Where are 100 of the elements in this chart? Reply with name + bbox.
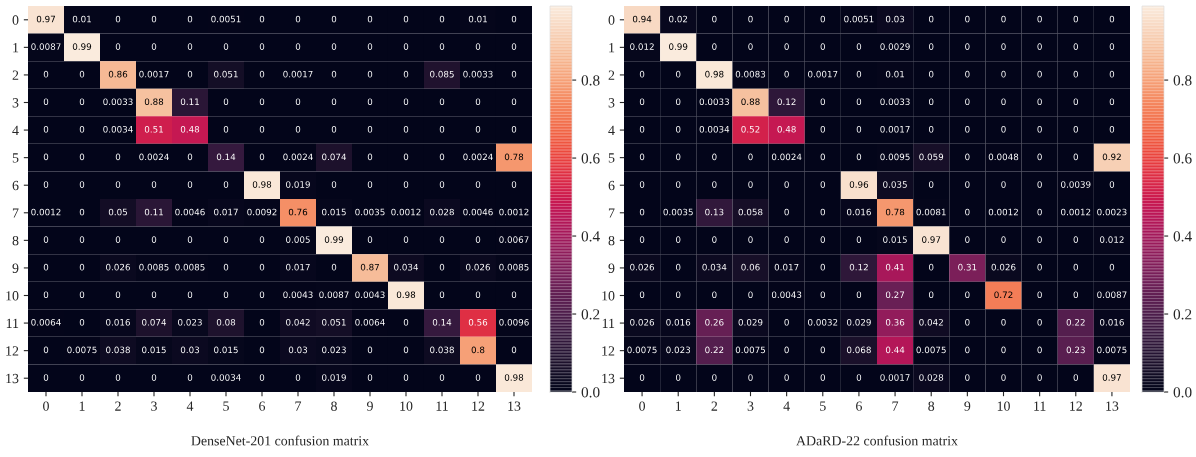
data-label: 0.019: [286, 181, 310, 188]
data-label: 0: [259, 125, 265, 133]
data-label: 0.015: [322, 208, 346, 216]
data-label: 0.029: [738, 318, 763, 326]
data-label: 0.78: [504, 153, 524, 161]
data-label: 0.78: [885, 208, 905, 216]
data-label: 0: [223, 291, 229, 299]
data-label: 0: [367, 346, 373, 354]
data-label: 0.051: [322, 318, 346, 326]
data-label: 0: [1073, 125, 1078, 133]
data-label: 0: [784, 70, 789, 78]
data-label: 0.0017: [139, 70, 169, 78]
data-label: 0: [367, 153, 373, 161]
data-label: 0: [187, 153, 193, 161]
data-label: 0: [439, 291, 445, 299]
data-label: 0: [712, 153, 717, 161]
data-label: 0.068: [846, 346, 871, 354]
data-label: 0: [331, 43, 337, 50]
data-label: 0.0087: [31, 43, 61, 50]
data-label: 0.88: [741, 98, 760, 106]
data-label: 0: [115, 153, 121, 161]
y-tick-label: 13: [602, 373, 615, 384]
data-label: 0: [1001, 181, 1006, 188]
data-label: 0.01: [468, 15, 487, 23]
data-label: 0: [965, 98, 970, 106]
y-tick-label: 9: [608, 263, 615, 273]
data-label: 0: [676, 374, 681, 381]
data-label: 0: [639, 236, 645, 243]
data-label: 0: [856, 70, 862, 78]
data-label: 0: [965, 43, 970, 50]
data-label: 0: [259, 346, 265, 354]
data-label: 0: [295, 15, 301, 23]
data-label: 0.72: [994, 291, 1013, 299]
text: DenseNet-201 confusion matrix: [191, 435, 369, 446]
data-label: 0.0046: [463, 208, 493, 216]
data-label: 0.98: [396, 291, 416, 299]
data-label: 0: [1073, 98, 1078, 106]
data-label: 0: [639, 125, 645, 133]
data-label: 0: [367, 374, 373, 381]
data-label: 0: [259, 291, 265, 299]
data-label: 0.92: [1102, 153, 1121, 161]
data-label: 0.0075: [1097, 346, 1127, 354]
data-label: 0: [43, 153, 49, 161]
data-label: 0: [475, 43, 481, 50]
x-tick-label: 12: [1070, 401, 1082, 411]
data-label: 0.05: [108, 208, 127, 216]
data-label: 0: [965, 346, 970, 354]
data-label: 0.015: [214, 346, 238, 354]
color-bar-label: 0.8: [581, 75, 600, 86]
x-tick-label: 13: [1106, 401, 1119, 411]
data-label: 0: [511, 43, 517, 50]
data-label: 0: [712, 374, 717, 381]
data-label: 0: [439, 263, 445, 271]
y-tick-label: 3: [608, 98, 615, 108]
data-label: 0: [43, 374, 49, 381]
data-label: 0.0039: [1061, 181, 1091, 188]
data-label: 0: [856, 98, 862, 106]
data-label: 0: [929, 181, 934, 188]
data-label: 0: [784, 208, 789, 216]
data-label: 0.0034: [103, 125, 133, 133]
y-tick-label: 9: [12, 263, 19, 273]
data-label: 0: [712, 43, 717, 50]
y-tick-label: 11: [6, 318, 19, 328]
data-label: 0: [475, 98, 481, 106]
x-tick-label: 6: [856, 401, 862, 411]
data-label: 0: [1073, 263, 1078, 271]
color-bar-label: 0.8: [1173, 75, 1192, 86]
data-label: 0.0035: [663, 208, 693, 216]
data-label: 0: [965, 153, 970, 161]
data-label: 0: [820, 236, 825, 243]
y-tick-label: 13: [6, 373, 19, 384]
data-label: 0.017: [774, 263, 799, 271]
data-label: 0: [511, 181, 517, 188]
data-label: 0: [965, 15, 970, 23]
data-label: 0: [820, 98, 825, 106]
data-label: 0: [1073, 153, 1078, 161]
x-tick-label: 12: [472, 401, 485, 411]
x-tick-label: 1: [675, 401, 681, 411]
data-label: 0: [1037, 43, 1042, 50]
data-label: 0: [475, 236, 481, 243]
data-label: 0.0023: [1097, 208, 1127, 216]
data-label: 0: [748, 181, 753, 188]
y-tick-label: 3: [12, 98, 19, 108]
data-label: 0.86: [108, 70, 128, 78]
data-label: 0: [639, 208, 645, 216]
data-label: 0.038: [430, 346, 454, 354]
data-label: 0.026: [106, 263, 130, 271]
data-label: 0: [712, 291, 717, 299]
data-label: 0: [1037, 291, 1042, 299]
data-label: 0: [439, 125, 445, 133]
data-label: 0: [1037, 346, 1042, 354]
data-label: 0: [929, 125, 934, 133]
data-label: 0.0033: [699, 98, 729, 106]
data-label: 0: [475, 181, 481, 188]
data-label: 0: [331, 70, 337, 78]
data-label: 0: [748, 153, 753, 161]
x-tick-label: 8: [331, 401, 337, 411]
data-label: 0.015: [142, 346, 166, 354]
data-label: 0.99: [324, 236, 344, 243]
y-tick-label: 0: [12, 15, 19, 25]
